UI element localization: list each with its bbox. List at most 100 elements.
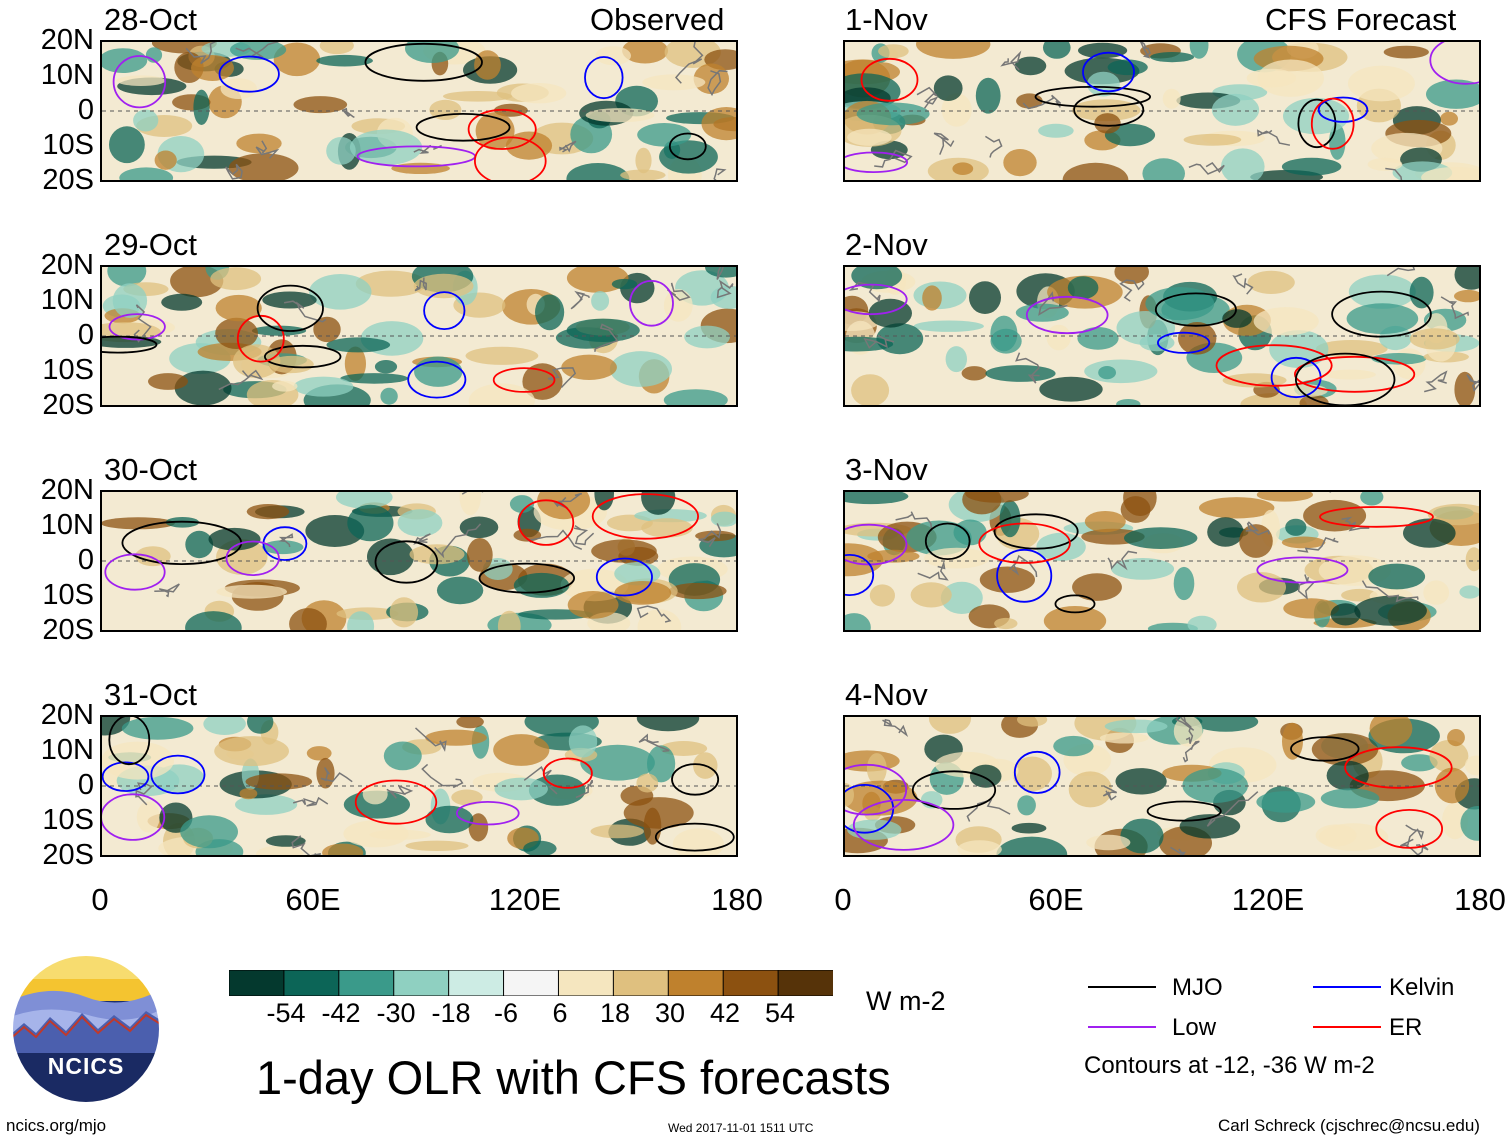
olr-anomaly-blob [1434, 767, 1470, 804]
coastline [638, 733, 670, 752]
olr-anomaly-blob [1162, 88, 1181, 109]
olr-field [102, 267, 736, 405]
colorbar-tick: 18 [599, 998, 631, 1028]
olr-field [845, 717, 1479, 855]
olr-anomaly-blob [1285, 518, 1307, 536]
date-label-fc-1: 1-Nov [845, 2, 928, 37]
lat-tick: 10S [42, 354, 94, 386]
wave-contour [1319, 506, 1434, 528]
wave-contour [112, 55, 167, 109]
olr-anomaly-blob [1423, 580, 1450, 605]
colorbar-tick: 42 [709, 998, 741, 1028]
olr-anomaly-blob [609, 351, 672, 387]
olr-anomaly-blob [1237, 572, 1286, 603]
legend-label-low: Low [1172, 1014, 1217, 1041]
olr-anomaly-blob [672, 828, 724, 855]
olr-anomaly-blob [591, 291, 610, 311]
wave-contour [654, 822, 735, 852]
olr-anomaly-blob [1084, 359, 1158, 384]
olr-anomaly-blob [511, 83, 567, 104]
olr-anomaly-blob [1104, 719, 1168, 734]
olr-anomaly-blob [622, 42, 669, 64]
olr-anomaly-blob [1440, 111, 1458, 126]
lat-tick: 0 [77, 94, 94, 126]
olr-anomaly-blob [961, 366, 987, 381]
olr-anomaly-blob [1193, 717, 1259, 732]
olr-anomaly-blob [245, 773, 313, 790]
olr-anomaly-blob [710, 285, 736, 309]
wave-contour [595, 557, 653, 597]
olr-anomaly-blob [641, 518, 693, 538]
olr-anomaly-blob [659, 140, 718, 174]
olr-anomaly-blob [239, 788, 258, 800]
coastline [1404, 843, 1429, 855]
olr-anomaly-blob [1281, 157, 1342, 176]
figure-title: 1-day OLR with CFS forecasts [256, 1051, 891, 1104]
wave-contour [218, 55, 280, 93]
olr-anomaly-blob [493, 734, 550, 766]
olr-anomaly-blob [1253, 307, 1319, 336]
olr-anomaly-blob [116, 75, 166, 86]
map-panel-observed-4 [100, 715, 738, 857]
wave-contour [996, 548, 1053, 603]
olr-anomaly-blob [913, 320, 984, 332]
olr-anomaly-blob [620, 169, 666, 180]
wave-contour [1331, 290, 1432, 338]
olr-field [845, 492, 1479, 630]
olr-anomaly-blob [316, 54, 373, 67]
wave-contour [1256, 556, 1349, 584]
legend-line-kelvin [1313, 986, 1381, 988]
wave-contour [1146, 800, 1222, 822]
wave-contour [455, 800, 520, 826]
coastline [917, 560, 949, 581]
footer-url[interactable]: ncics.org/mjo [6, 1116, 107, 1135]
olr-anomaly-blob [1116, 399, 1141, 405]
coastline [1257, 129, 1291, 146]
wave-contour [256, 284, 324, 332]
colorbar-swatch [722, 969, 780, 997]
olr-anomaly-blob [614, 581, 672, 605]
coastline [1015, 352, 1040, 384]
olr-anomaly-blob [397, 509, 443, 537]
olr-anomaly-blob [409, 544, 465, 565]
olr-anomaly-blob [1426, 79, 1479, 109]
olr-anomaly-blob [102, 717, 131, 736]
olr-anomaly-blob [1043, 606, 1107, 630]
olr-anomaly-blob [247, 717, 274, 734]
olr-anomaly-blob [867, 549, 920, 563]
contour-note: Contours at -12, -36 W m-2 [1084, 1052, 1375, 1079]
olr-anomaly-blob [215, 317, 258, 349]
olr-anomaly-blob [102, 517, 175, 530]
coastline [154, 583, 180, 598]
olr-anomaly-blob [962, 492, 1002, 515]
olr-anomaly-blob [611, 278, 638, 290]
olr-anomaly-blob [1421, 166, 1479, 180]
coastline [1176, 717, 1194, 744]
olr-anomaly-blob [355, 270, 427, 297]
lat-tick: 0 [77, 319, 94, 351]
olr-anomaly-blob [344, 346, 366, 381]
lat-tick: 20S [42, 164, 94, 196]
olr-anomaly-blob [1427, 503, 1479, 526]
date-label-obs-4: 31-Oct [104, 677, 198, 712]
olr-anomaly-blob [1067, 276, 1099, 300]
logo-text: NCICS [47, 1053, 125, 1079]
olr-anomaly-blob [636, 717, 700, 732]
olr-anomaly-blob [374, 360, 398, 374]
olr-anomaly-blob [1409, 328, 1460, 350]
colorbar-tick: -6 [493, 998, 518, 1028]
colorbar-swatch [448, 969, 505, 997]
olr-anomaly-blob [1369, 717, 1413, 747]
wave-contour [924, 522, 971, 560]
olr-anomaly-blob [119, 167, 174, 180]
coastline [1206, 791, 1259, 827]
olr-anomaly-blob [845, 492, 909, 505]
colorbar-swatch [393, 969, 450, 997]
date-label-obs-3: 30-Oct [104, 452, 198, 487]
olr-anomaly-blob [623, 797, 694, 829]
coastline [255, 140, 280, 159]
olr-anomaly-blob [591, 539, 657, 563]
wave-contour [1154, 292, 1237, 327]
olr-anomaly-blob [647, 745, 676, 783]
olr-anomaly-blob [684, 325, 730, 349]
